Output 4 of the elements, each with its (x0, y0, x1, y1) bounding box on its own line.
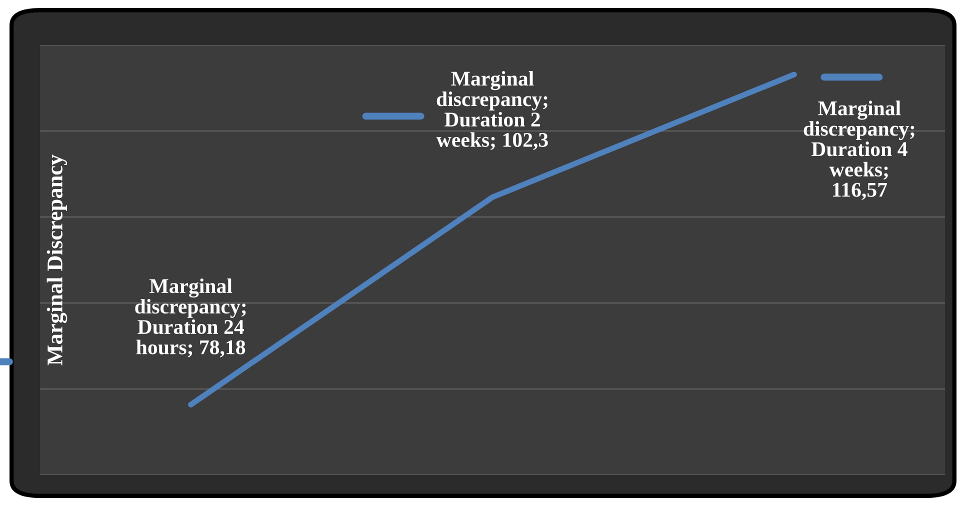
y-axis-title: Marginal Discrepancy (46, 154, 68, 366)
data-label: Marginal discrepancy; Duration 24 hours; 78,18 (135, 278, 246, 358)
data-label: Marginal discrepancy; Duration 4 weeks; 116,57 (804, 100, 914, 200)
data-label: Marginal discrepancy; Duration 2 weeks; 102,3 (436, 71, 548, 150)
